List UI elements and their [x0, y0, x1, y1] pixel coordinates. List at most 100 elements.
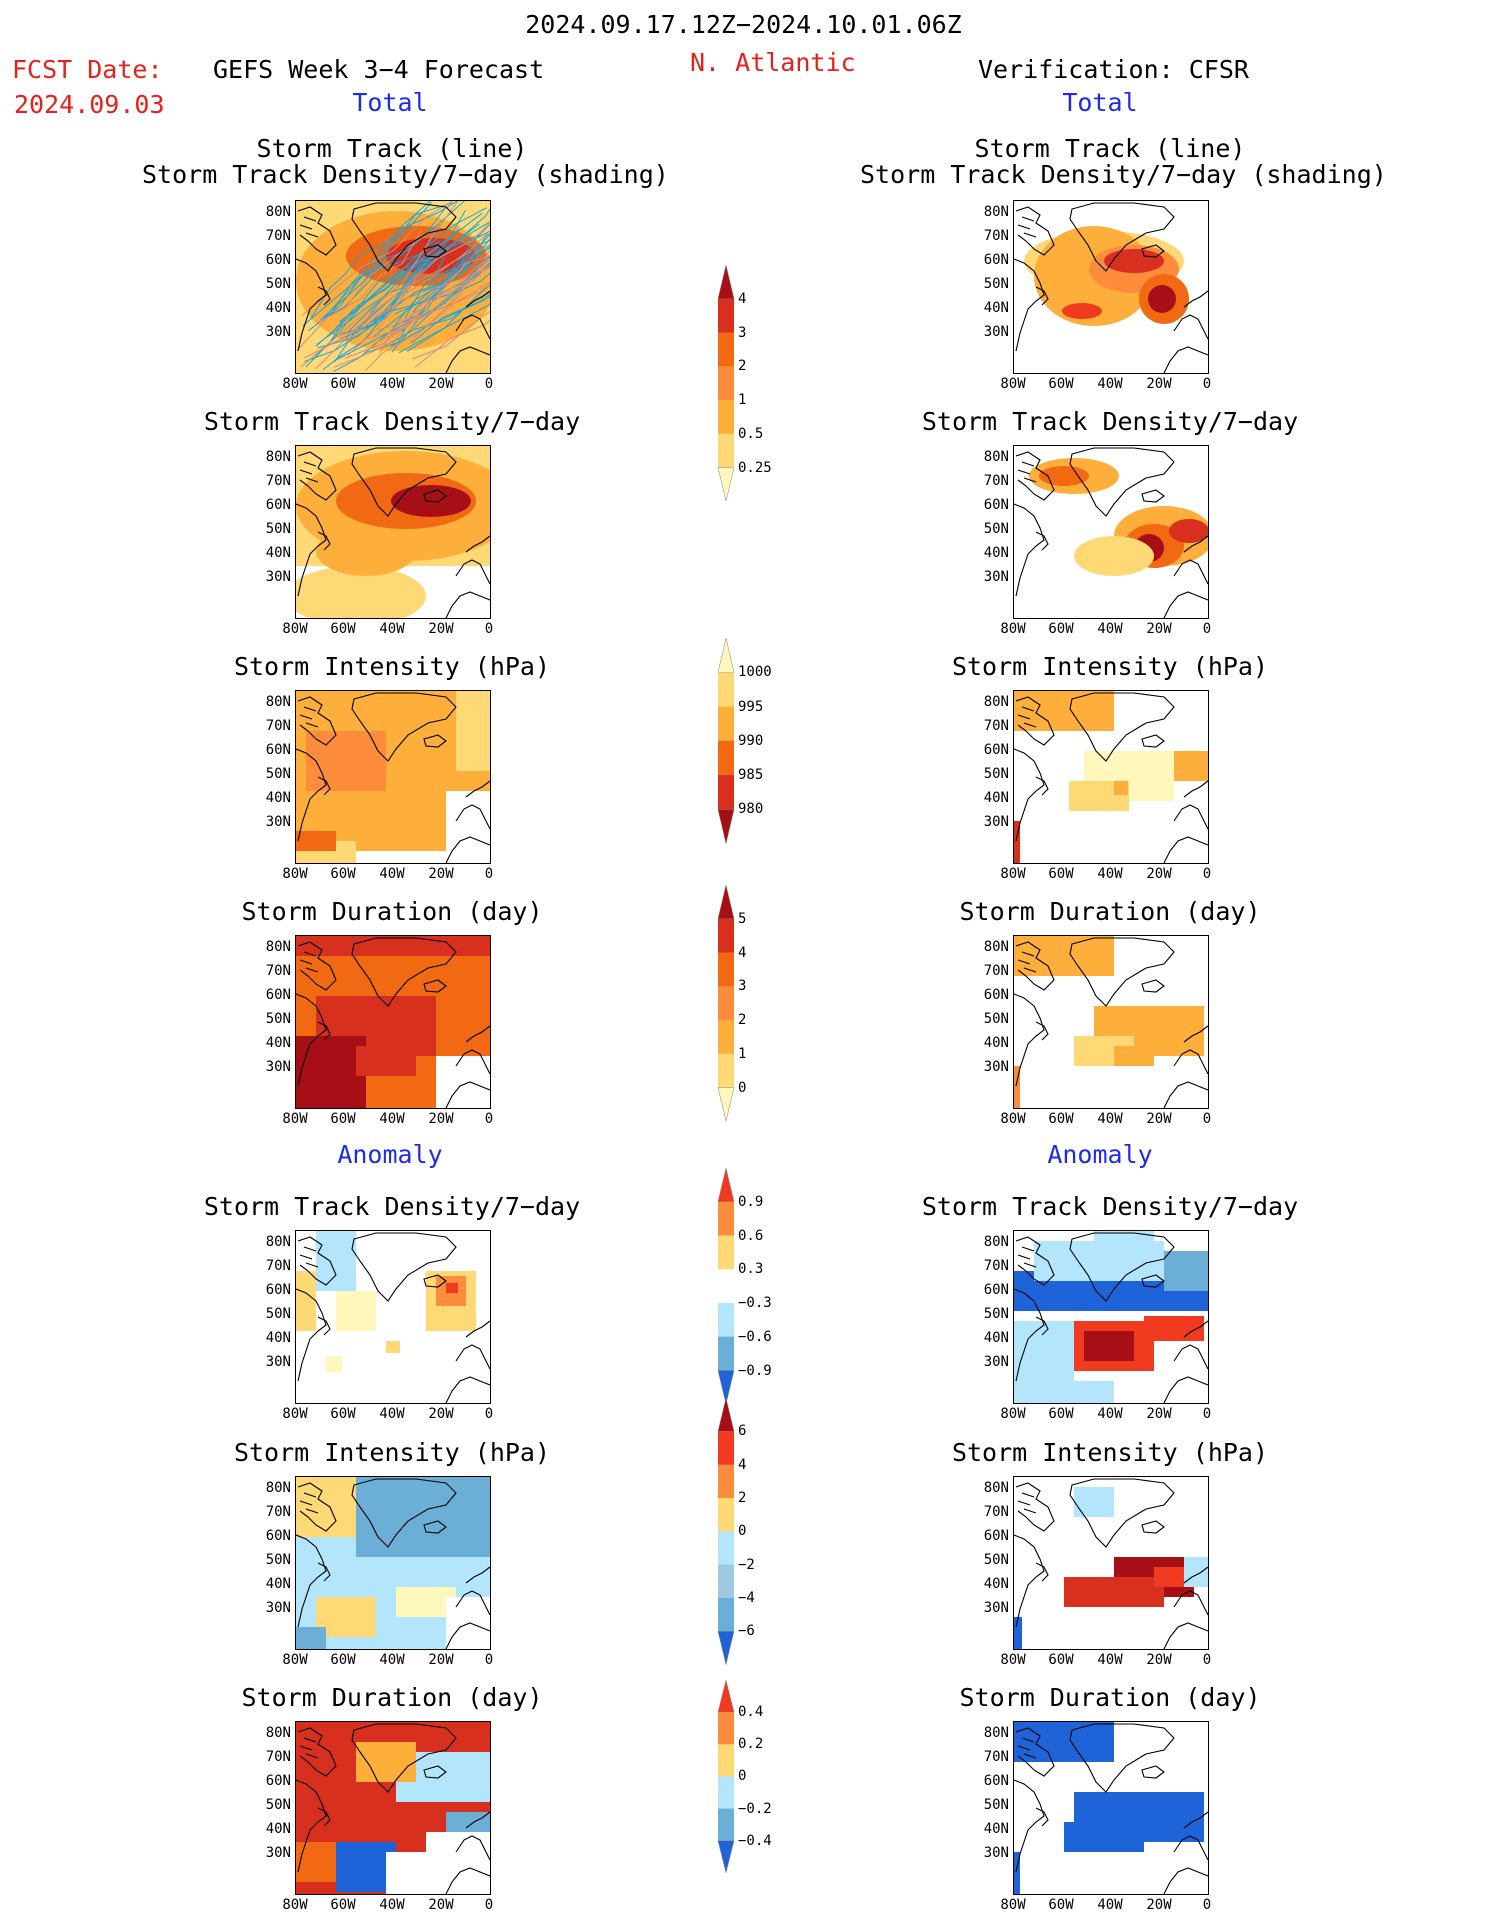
lat-tick-label: 40N — [983, 1330, 1009, 1346]
lat-tick-label: 30N — [983, 324, 1009, 340]
colorbar-label: 0.2 — [738, 1736, 764, 1753]
colorbar-segment — [718, 1808, 734, 1842]
colorbar-label: 0.5 — [738, 425, 764, 442]
colorbar-segment — [718, 1053, 734, 1088]
lat-tick-label: 80N — [983, 204, 1009, 220]
lat-tick-label: 30N — [983, 1354, 1009, 1370]
lat-tick-label: 80N — [983, 1480, 1009, 1496]
panel-title: Storm Track Density/7−day (shading) — [142, 160, 669, 189]
colorbar-segment — [718, 400, 734, 435]
lat-tick-label: 80N — [983, 694, 1009, 710]
colorbar-segment — [718, 332, 734, 367]
lon-tick-label: 80W — [282, 866, 308, 882]
lat-tick-label: 50N — [983, 276, 1009, 292]
lon-tick-label: 40W — [379, 1111, 405, 1127]
colorbar-label: 0.6 — [738, 1227, 764, 1244]
lat-tick-label: 60N — [265, 1528, 291, 1544]
lat-tick-label: 30N — [983, 814, 1009, 830]
colorbar-label: 0 — [738, 1768, 747, 1785]
lat-tick-label: 60N — [265, 1773, 291, 1789]
colorbar-segment — [718, 366, 734, 401]
lat-tick-label: 70N — [983, 1258, 1009, 1274]
region-label: N. Atlantic — [690, 48, 856, 77]
colorbar-segment — [718, 1303, 734, 1338]
colorbar-label: 1 — [738, 392, 747, 408]
colorbar-segment — [718, 1431, 734, 1466]
colorbar-segment — [718, 672, 734, 708]
lon-tick-label: 20W — [1146, 1897, 1172, 1913]
lat-tick-label: 50N — [983, 766, 1009, 782]
lon-tick-label: 0 — [484, 1111, 494, 1127]
colorbar-segment — [717, 1370, 735, 1405]
lat-tick-label: 40N — [265, 1330, 291, 1346]
lat-tick-label: 50N — [983, 521, 1009, 537]
lon-tick-label: 20W — [1146, 621, 1172, 637]
lon-tick-label: 60W — [1048, 1406, 1074, 1422]
lat-tick-label: 50N — [265, 521, 291, 537]
colorbar-segment — [718, 1598, 734, 1632]
lon-tick-label: 40W — [379, 1406, 405, 1422]
lat-tick-label: 40N — [983, 790, 1009, 806]
lon-tick-label: 20W — [1146, 1652, 1172, 1668]
lat-tick-label: 70N — [265, 963, 291, 979]
panel-title: Storm Duration (day) — [241, 1683, 543, 1712]
panel-title: Storm Track (line) — [256, 134, 528, 163]
map-panel-verification-3 — [1013, 935, 1209, 1109]
colorbar-segment — [718, 1020, 734, 1055]
anomaly-label-left: Anomaly — [337, 1140, 443, 1169]
lat-tick-label: 60N — [265, 987, 291, 1003]
lat-tick-label: 80N — [265, 1725, 291, 1741]
lon-tick-label: 0 — [484, 621, 494, 637]
colorbar-segment — [718, 1498, 734, 1532]
panel-title: Storm Track Density/7−day — [921, 1192, 1299, 1221]
colorbar-label: 0.9 — [738, 1193, 764, 1210]
colorbar-segment — [718, 952, 734, 987]
panel-title: Storm Track Density/7−day — [921, 407, 1299, 436]
lon-tick-label: 20W — [428, 376, 454, 392]
colorbar-segment — [718, 918, 734, 953]
colorbar-label: 4 — [738, 944, 747, 961]
lat-tick-label: 40N — [983, 1576, 1009, 1592]
map-panel-verification-6 — [1013, 1721, 1209, 1895]
colorbar-segment — [718, 1336, 734, 1371]
colorbar-label: 3 — [738, 978, 747, 995]
lon-tick-label: 40W — [379, 866, 405, 882]
lon-tick-label: 40W — [1097, 621, 1123, 637]
lon-tick-label: 60W — [1048, 1897, 1074, 1913]
colorbar-label: −6 — [738, 1623, 755, 1640]
lon-tick-label: 60W — [330, 376, 356, 392]
lat-tick-label: 80N — [983, 939, 1009, 955]
colorbar-intensity_anom — [717, 1398, 735, 1665]
lat-tick-label: 30N — [265, 324, 291, 340]
lon-tick-label: 80W — [1000, 376, 1026, 392]
map-panel-forecast-5 — [295, 1476, 491, 1650]
lat-tick-label: 30N — [265, 1059, 291, 1075]
colorbar-label: 0.25 — [738, 459, 772, 476]
panel-title: Storm Track Density/7−day (shading) — [860, 160, 1387, 189]
verification-title: Verification: CFSR — [978, 55, 1249, 84]
colorbar-duration — [717, 885, 735, 1122]
lat-tick-label: 80N — [983, 1725, 1009, 1741]
colorbar-segment — [717, 638, 735, 673]
colorbar-segment — [717, 1087, 735, 1122]
panel-title: Storm Intensity (hPa) — [233, 652, 551, 681]
colorbar-segment — [718, 1712, 734, 1745]
lat-tick-label: 80N — [265, 694, 291, 710]
lon-tick-label: 0 — [1202, 1406, 1212, 1422]
colorbar-label: 0.4 — [738, 1704, 764, 1721]
lon-tick-label: 60W — [330, 1652, 356, 1668]
lat-tick-label: 60N — [265, 742, 291, 758]
colorbar-segment — [717, 1398, 735, 1432]
colorbar-segment — [717, 1840, 735, 1873]
colorbar-segment — [718, 1744, 734, 1777]
lat-tick-label: 30N — [265, 1600, 291, 1616]
colorbar-segment — [718, 775, 734, 810]
lat-tick-label: 40N — [265, 790, 291, 806]
lat-tick-label: 50N — [265, 1797, 291, 1813]
panel-title: Storm Intensity (hPa) — [951, 652, 1269, 681]
colorbar-label: 3 — [738, 324, 747, 341]
lat-tick-label: 40N — [265, 1821, 291, 1837]
panel-title: Storm Duration (day) — [959, 1683, 1261, 1712]
lat-tick-label: 60N — [265, 497, 291, 513]
colorbar-label: 2 — [738, 1012, 747, 1028]
